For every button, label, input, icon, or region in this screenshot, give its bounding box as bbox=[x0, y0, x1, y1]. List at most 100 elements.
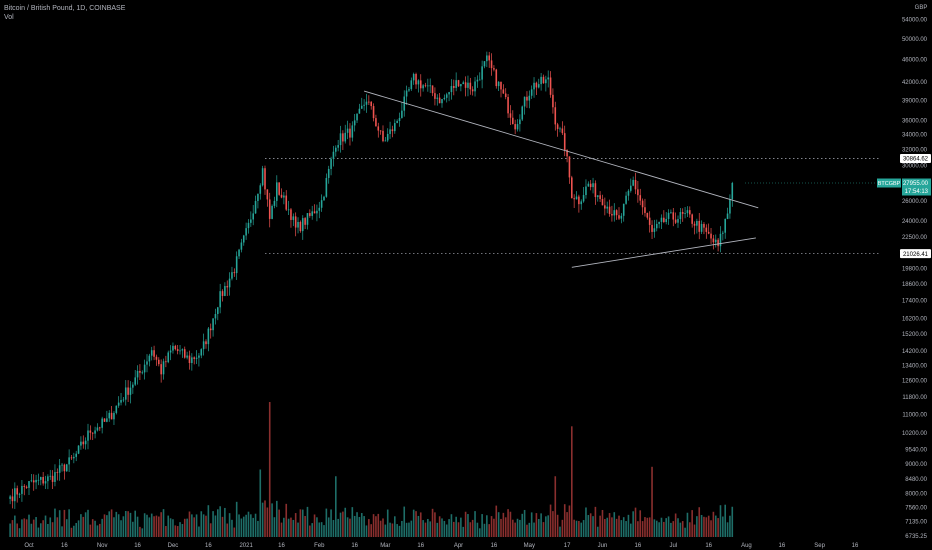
candle-body bbox=[342, 133, 344, 142]
candle-body bbox=[346, 128, 349, 133]
volume-bar bbox=[677, 518, 679, 537]
price-axis[interactable]: 6735.25 7135.00 7560.00 8000.00 8480.00 9000.… bbox=[902, 18, 928, 540]
volume-bar bbox=[162, 509, 165, 537]
candle-body bbox=[40, 477, 42, 480]
candle-body bbox=[641, 200, 644, 208]
volume-bar bbox=[582, 520, 585, 537]
candle-body bbox=[306, 213, 309, 225]
volume-bar bbox=[169, 518, 172, 537]
candle-body bbox=[56, 472, 59, 473]
volume-bar bbox=[337, 518, 339, 537]
candle-body bbox=[358, 108, 361, 114]
volume-bar bbox=[23, 518, 26, 537]
candle-body bbox=[474, 81, 476, 92]
volume-bar bbox=[176, 526, 179, 537]
candle-body bbox=[58, 465, 61, 473]
candle-body bbox=[658, 221, 660, 224]
trendline-resistance[interactable] bbox=[363, 90, 759, 209]
candle-body bbox=[552, 94, 554, 108]
candle-body bbox=[87, 430, 89, 441]
candle-body bbox=[627, 190, 630, 196]
candle-body bbox=[504, 93, 507, 98]
volume-bar bbox=[615, 518, 618, 537]
candle-body bbox=[655, 223, 658, 229]
candle-body bbox=[188, 355, 191, 364]
volume-bar bbox=[183, 518, 186, 537]
candle-body bbox=[556, 124, 559, 129]
volume-bar bbox=[379, 520, 382, 537]
volume-bar bbox=[73, 525, 75, 537]
volume-bar bbox=[40, 523, 42, 537]
time-tick-label: 16 bbox=[852, 543, 859, 549]
volume-bar bbox=[35, 517, 37, 537]
volume-bar bbox=[481, 514, 483, 537]
volume-bar bbox=[483, 523, 486, 537]
volume-bar bbox=[391, 523, 394, 537]
volume-bar bbox=[186, 518, 188, 537]
volume-bar bbox=[580, 522, 583, 537]
candle-body bbox=[703, 224, 705, 228]
candle-body bbox=[722, 232, 724, 234]
volume-bar bbox=[70, 527, 73, 537]
current-price-tag bbox=[902, 178, 931, 196]
volume-bar bbox=[384, 524, 387, 537]
volume-bar bbox=[287, 518, 290, 537]
volume-bar bbox=[84, 512, 87, 537]
candle-body bbox=[540, 76, 542, 85]
volume-bar bbox=[356, 512, 358, 537]
candle-body bbox=[252, 213, 254, 220]
time-tick-label: 16 bbox=[351, 543, 358, 549]
candle-body bbox=[379, 130, 382, 132]
volume-bar bbox=[217, 509, 219, 537]
time-tick-label: Feb bbox=[314, 543, 325, 549]
candle-body bbox=[16, 488, 18, 495]
trendline-support[interactable] bbox=[571, 237, 756, 268]
volume-bar bbox=[141, 528, 144, 537]
candle-body bbox=[179, 350, 181, 352]
volume-bar bbox=[608, 513, 611, 537]
symbol-tag bbox=[877, 178, 901, 188]
volume-bar bbox=[299, 509, 302, 537]
candle-body bbox=[155, 356, 158, 360]
volume-bar bbox=[261, 502, 264, 537]
price-tick-label: 39000.00 bbox=[902, 98, 928, 104]
volume-bar bbox=[158, 516, 160, 537]
volume-bar bbox=[167, 515, 170, 537]
candle-body bbox=[639, 195, 642, 201]
volume-bar bbox=[37, 527, 40, 537]
candle-body bbox=[344, 132, 347, 142]
candle-body bbox=[23, 485, 26, 487]
candle-body bbox=[183, 349, 186, 358]
time-axis[interactable]: Oct 16 Nov 16 Dec 16 2021 16 Feb 16 Mar 16 Apr 16 May 1… bbox=[24, 543, 859, 549]
candle-body bbox=[99, 427, 101, 429]
candle-body bbox=[691, 214, 693, 224]
candle-body bbox=[462, 82, 465, 85]
price-tick-label: 16200.00 bbox=[902, 316, 928, 322]
candle-body bbox=[450, 86, 453, 93]
candle-body bbox=[32, 480, 35, 483]
volume-bar bbox=[375, 516, 377, 537]
volume-bar bbox=[493, 518, 495, 537]
volume-bar bbox=[707, 515, 710, 537]
candle-body bbox=[261, 168, 264, 186]
candle-body bbox=[561, 128, 564, 134]
candle-body bbox=[54, 472, 56, 482]
candle-body bbox=[141, 372, 144, 374]
candle-body bbox=[700, 224, 703, 232]
candle-body bbox=[410, 80, 413, 90]
volume-bar bbox=[648, 517, 651, 537]
candle-body bbox=[316, 210, 318, 214]
volume-bar bbox=[294, 513, 297, 537]
candle-body bbox=[712, 238, 715, 243]
volume-bar bbox=[599, 515, 601, 537]
price-tick-label: 11800.00 bbox=[902, 395, 927, 401]
candle-body bbox=[365, 101, 368, 105]
volume-bar bbox=[61, 526, 63, 537]
volume-bar bbox=[346, 517, 349, 537]
volume-bar bbox=[401, 520, 403, 537]
candle-body bbox=[80, 441, 82, 446]
volume-bar bbox=[285, 503, 288, 537]
candle-body bbox=[240, 242, 243, 250]
volume-bar bbox=[250, 514, 252, 537]
